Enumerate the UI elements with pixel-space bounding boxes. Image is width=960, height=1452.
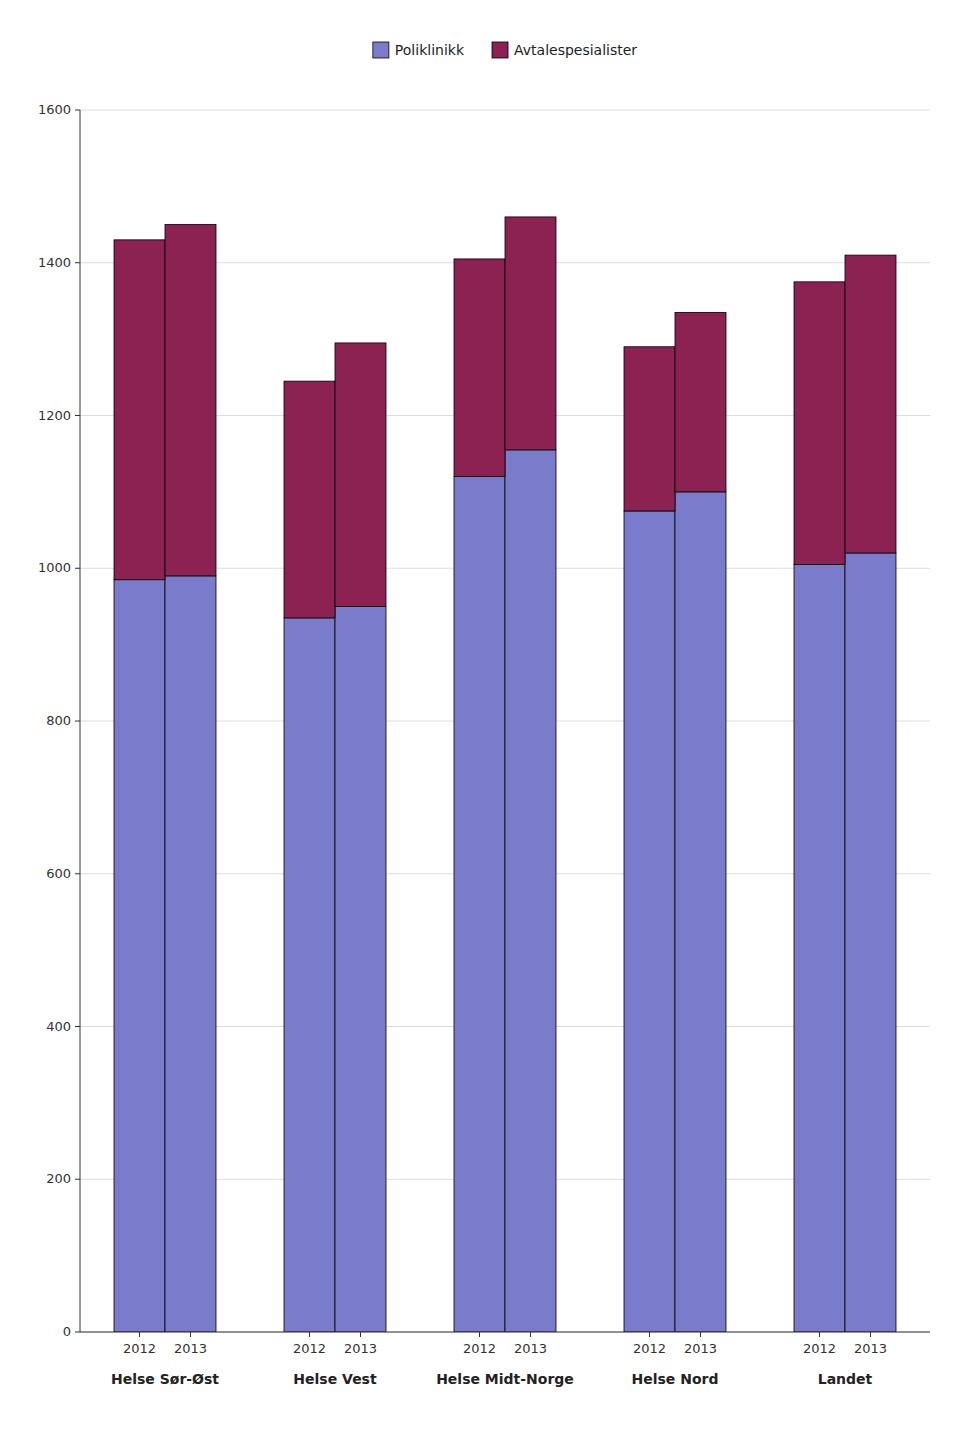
y-tick xyxy=(75,110,80,111)
group-label: Helse Vest xyxy=(293,1371,377,1387)
y-tick xyxy=(75,721,80,722)
group-label: Helse Sør-Øst xyxy=(111,1371,219,1387)
bar-segment xyxy=(165,576,216,1332)
x-tick-label: 2013 xyxy=(174,1341,207,1356)
y-tick-label: 1600 xyxy=(38,102,71,117)
bar-segment xyxy=(845,553,896,1332)
group-label: Landet xyxy=(818,1371,873,1387)
y-tick xyxy=(75,1179,80,1180)
x-tick xyxy=(700,1332,701,1337)
y-tick xyxy=(75,1332,80,1333)
y-tick-label: 0 xyxy=(63,1324,71,1339)
x-tick xyxy=(819,1332,820,1337)
y-tick xyxy=(75,568,80,569)
y-tick-label: 1200 xyxy=(38,408,71,423)
y-tick-label: 1400 xyxy=(38,255,71,270)
y-axis xyxy=(80,110,81,1332)
legend-swatch xyxy=(492,42,508,58)
legend: Poliklinikk Avtalespesialister xyxy=(373,42,638,58)
bar-segment xyxy=(454,259,505,477)
chart-svg: 0 200 400 600 800 1000 1200 1400 1600 2012 2013 201… xyxy=(0,0,960,1452)
x-tick-label: 2012 xyxy=(633,1341,666,1356)
x-tick-label: 2013 xyxy=(684,1341,717,1356)
x-axis xyxy=(80,1332,930,1333)
bar-segment xyxy=(165,225,216,576)
group-label: Helse Midt-Norge xyxy=(436,1371,574,1387)
x-tick-label: 2013 xyxy=(344,1341,377,1356)
x-tick-label: 2012 xyxy=(463,1341,496,1356)
grid-line xyxy=(80,110,930,111)
x-tick-label: 2013 xyxy=(514,1341,547,1356)
x-tick xyxy=(649,1332,650,1337)
grid xyxy=(80,110,930,1332)
bar-segment xyxy=(675,492,726,1332)
bar-segment xyxy=(335,606,386,1332)
y-tick-label: 200 xyxy=(46,1171,71,1186)
x-tick xyxy=(479,1332,480,1337)
chart-container: 0 200 400 600 800 1000 1200 1400 1600 2012 2013 201… xyxy=(0,0,960,1452)
bars xyxy=(114,217,896,1332)
bar-segment xyxy=(114,580,165,1332)
y-tick-label: 1000 xyxy=(38,560,71,575)
x-tick xyxy=(190,1332,191,1337)
bar-segment xyxy=(284,618,335,1332)
legend-swatch xyxy=(373,42,389,58)
bar-segment xyxy=(624,347,675,511)
legend-label: Avtalespesialister xyxy=(514,42,637,58)
y-tick xyxy=(75,1026,80,1027)
x-tick xyxy=(530,1332,531,1337)
x-tick-label: 2012 xyxy=(123,1341,156,1356)
bar-segment xyxy=(845,255,896,553)
bar-segment xyxy=(454,477,505,1332)
x-tick-label: 2012 xyxy=(803,1341,836,1356)
bar-segment xyxy=(794,564,845,1332)
bar-segment xyxy=(284,381,335,618)
x-tick xyxy=(870,1332,871,1337)
bar-segment xyxy=(505,450,556,1332)
bar-segment xyxy=(505,217,556,450)
x-tick-label: 2012 xyxy=(293,1341,326,1356)
bar-segment xyxy=(794,282,845,565)
bar-segment xyxy=(335,343,386,606)
bar-segment xyxy=(624,511,675,1332)
y-tick-label: 400 xyxy=(46,1019,71,1034)
y-tick xyxy=(75,873,80,874)
x-tick xyxy=(360,1332,361,1337)
group-label: Helse Nord xyxy=(632,1371,719,1387)
x-tick xyxy=(309,1332,310,1337)
legend-label: Poliklinikk xyxy=(395,42,465,58)
y-tick xyxy=(75,415,80,416)
grid-line xyxy=(80,1332,930,1333)
bar-segment xyxy=(114,240,165,580)
y-tick-label: 600 xyxy=(46,866,71,881)
y-tick xyxy=(75,262,80,263)
x-tick-label: 2013 xyxy=(854,1341,887,1356)
y-tick-label: 800 xyxy=(46,713,71,728)
x-tick xyxy=(139,1332,140,1337)
bar-segment xyxy=(675,312,726,491)
